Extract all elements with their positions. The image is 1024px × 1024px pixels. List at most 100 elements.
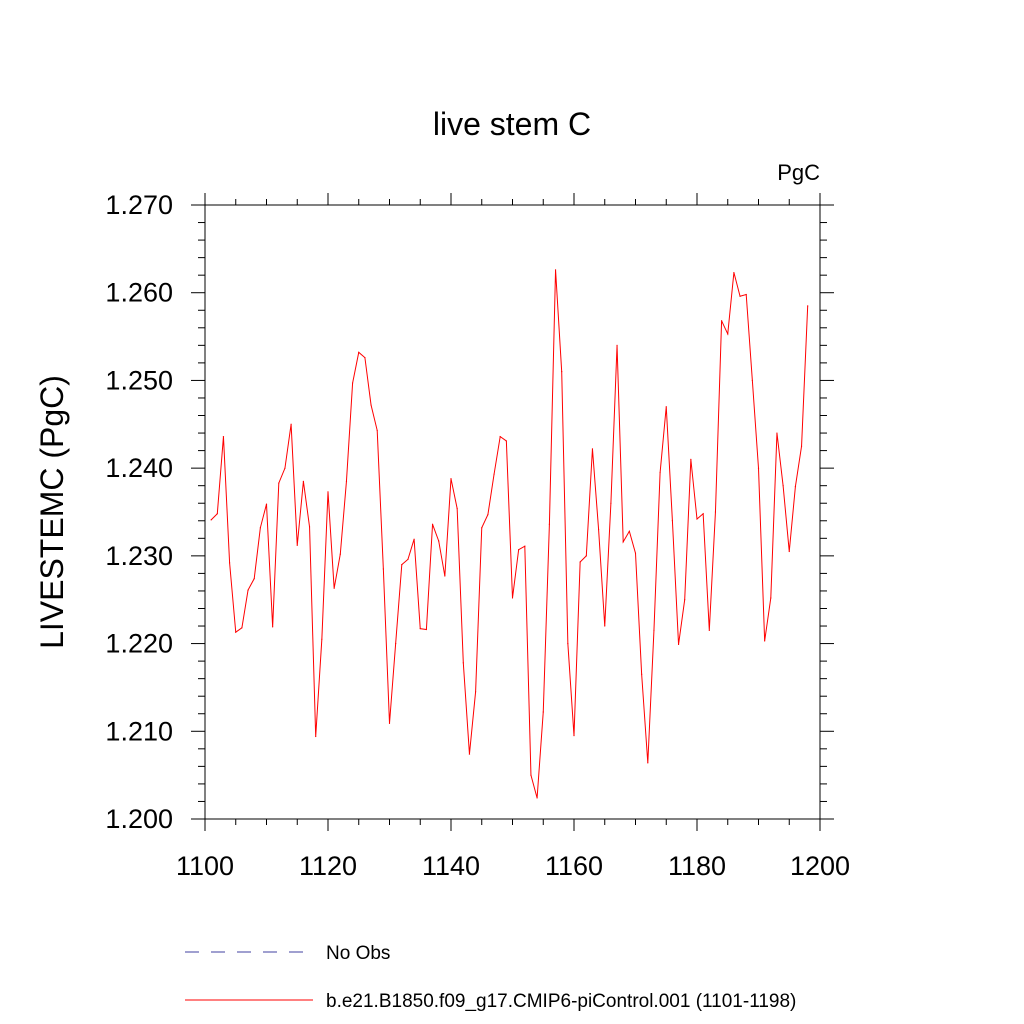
chart-title: live stem C xyxy=(433,106,591,142)
data-point xyxy=(278,482,280,484)
data-point xyxy=(364,357,366,359)
x-tick-label: 1180 xyxy=(668,851,726,881)
data-point xyxy=(499,435,501,438)
data-point xyxy=(462,662,464,664)
data-point xyxy=(265,503,268,505)
data-point xyxy=(782,485,784,487)
data-point xyxy=(308,526,311,528)
data-point xyxy=(714,511,717,513)
data-point xyxy=(671,520,674,522)
data-point xyxy=(247,589,249,591)
data-point xyxy=(302,480,304,482)
data-point xyxy=(272,626,274,628)
data-point xyxy=(456,507,458,510)
data-point xyxy=(530,774,532,776)
data-point xyxy=(235,631,237,633)
data-point xyxy=(579,561,581,563)
y-axis-label: LIVESTEMC (PgC) xyxy=(34,375,70,649)
data-point xyxy=(425,628,427,631)
data-point xyxy=(598,528,600,531)
data-point xyxy=(721,320,723,322)
data-point xyxy=(475,691,477,693)
x-tick-label: 1120 xyxy=(299,851,357,881)
data-point xyxy=(487,514,489,516)
data-point xyxy=(296,544,298,546)
data-point xyxy=(229,562,231,564)
data-point xyxy=(327,491,329,493)
data-point xyxy=(376,429,378,432)
data-point xyxy=(345,480,348,482)
series-line xyxy=(210,269,809,799)
plot-frame xyxy=(204,204,821,820)
data-point xyxy=(739,295,741,297)
data-point xyxy=(407,558,409,560)
y-tick-label: 1.260 xyxy=(105,278,173,308)
data-point xyxy=(727,333,729,335)
data-point xyxy=(548,523,551,525)
data-point xyxy=(438,540,440,542)
data-point xyxy=(395,642,397,645)
data-point xyxy=(419,628,421,630)
data-point xyxy=(413,538,415,540)
data-point xyxy=(216,513,218,515)
data-point xyxy=(794,485,797,488)
data-point xyxy=(505,440,507,442)
legend-label: No Obs xyxy=(326,943,390,964)
y-tick-label: 1.210 xyxy=(105,716,173,746)
y-tick-label: 1.240 xyxy=(105,453,173,483)
data-point xyxy=(536,797,538,799)
y-tick-label: 1.200 xyxy=(105,804,173,834)
data-point xyxy=(659,471,661,474)
data-point xyxy=(388,722,391,724)
legend: No Obs b.e21.B1850.f09_g17.CMIP6-piContro… xyxy=(185,943,796,1012)
data-point xyxy=(370,404,372,406)
y-tick-label: 1.220 xyxy=(105,629,173,659)
data-point xyxy=(511,597,514,599)
data-point xyxy=(647,762,649,764)
data-point xyxy=(800,445,803,447)
data-point xyxy=(616,344,618,346)
data-point xyxy=(481,527,483,529)
data-point xyxy=(542,711,544,713)
y-tick-label: 1.250 xyxy=(105,365,173,395)
data-point xyxy=(468,753,471,755)
data-point xyxy=(610,502,612,504)
data-point xyxy=(493,473,495,475)
data-point xyxy=(745,293,747,296)
data-point xyxy=(702,513,704,515)
data-point xyxy=(352,382,354,384)
data-point xyxy=(788,550,790,553)
data-point xyxy=(561,371,563,373)
data-point xyxy=(518,549,520,551)
data-point xyxy=(554,269,557,271)
x-tick-label: 1140 xyxy=(422,851,480,881)
data-point xyxy=(622,541,624,543)
data-point xyxy=(253,578,255,580)
data-point xyxy=(284,467,286,469)
legend-label: b.e21.B1850.f09_g17.CMIP6-piControl.001 … xyxy=(326,991,796,1012)
data-point xyxy=(776,432,778,434)
y-tick-label: 1.270 xyxy=(105,190,173,220)
data-point xyxy=(333,587,335,589)
x-tick-label: 1100 xyxy=(176,851,234,881)
x-tick-label: 1160 xyxy=(545,851,603,881)
data-point xyxy=(241,627,243,629)
data-point xyxy=(524,545,526,547)
data-point xyxy=(604,625,606,627)
data-point xyxy=(401,564,403,566)
data-point xyxy=(751,379,753,382)
data-point xyxy=(641,673,643,675)
data-point xyxy=(677,643,680,646)
data-point xyxy=(585,555,587,557)
data-point xyxy=(431,523,434,525)
axis-tick-labels: 1100 1120 1140 1160 1180 1200 1.200 1.210 1.220 1… xyxy=(105,190,850,881)
data-point xyxy=(770,597,772,599)
data-point xyxy=(665,406,667,408)
data-point xyxy=(764,640,766,642)
data-point xyxy=(690,458,692,460)
data-point xyxy=(684,599,686,601)
data-point xyxy=(628,530,630,532)
data-point xyxy=(444,575,446,577)
data-point xyxy=(653,629,655,632)
